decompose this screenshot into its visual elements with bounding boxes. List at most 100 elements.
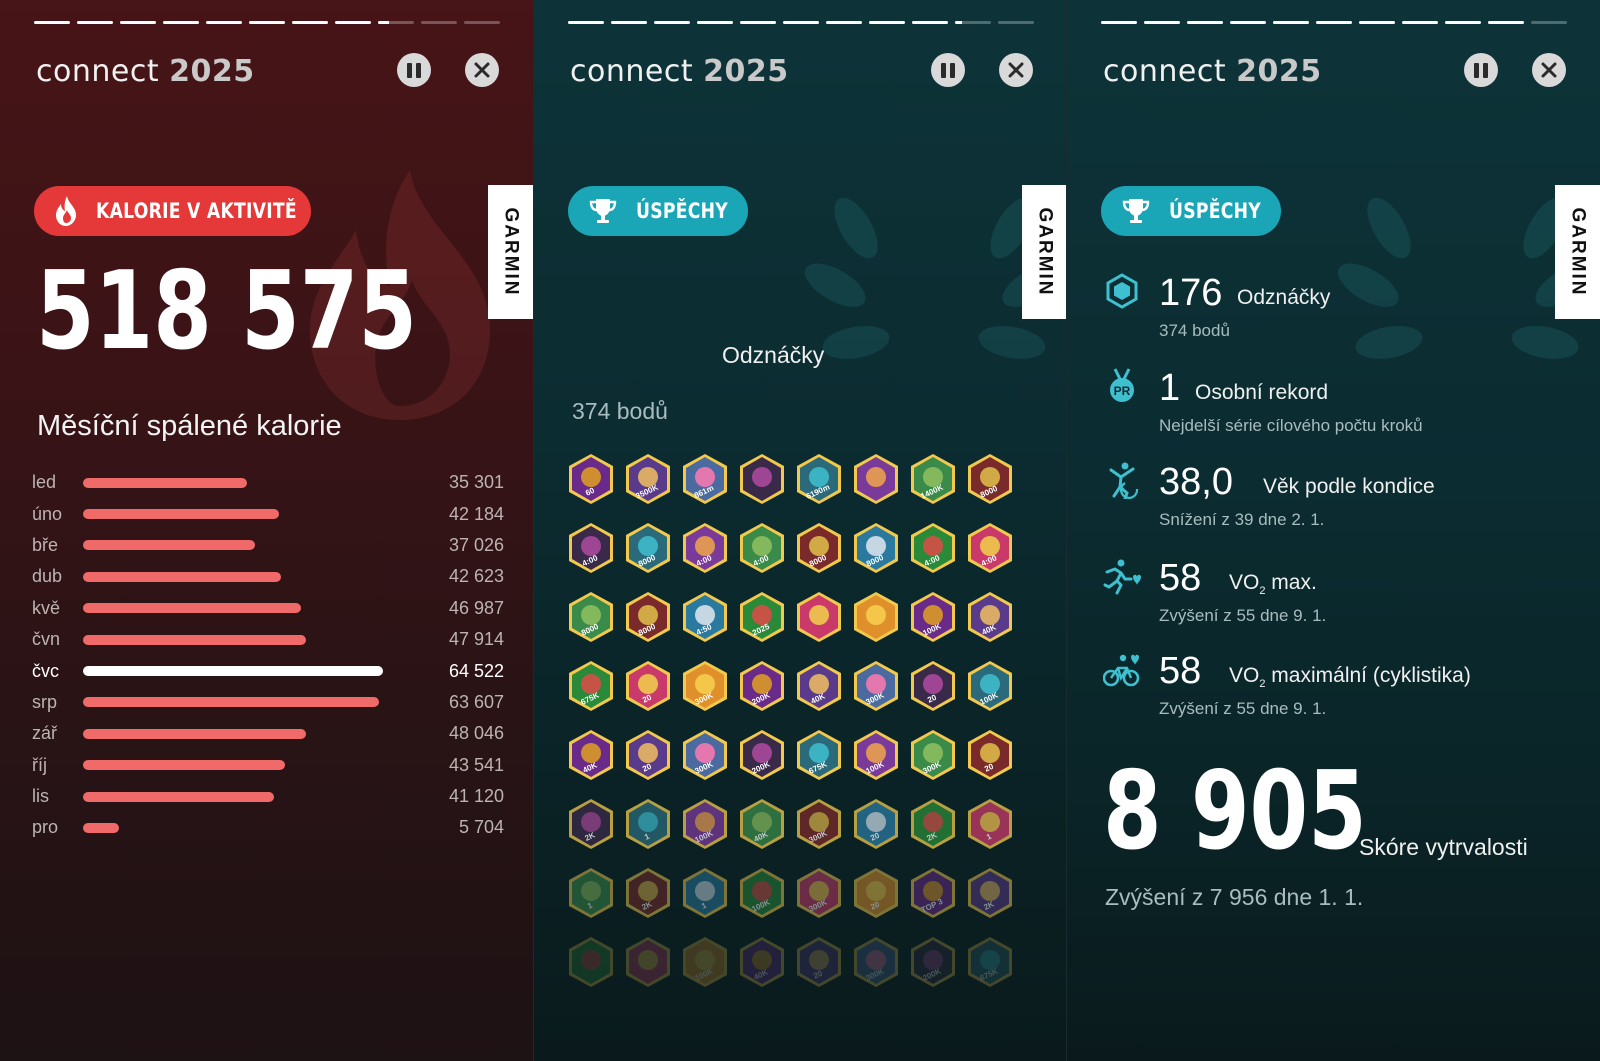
progress-segment[interactable] (1488, 21, 1524, 24)
badge-icon[interactable]: 200K (908, 935, 958, 989)
badge-icon[interactable]: 4:00 (737, 521, 787, 575)
progress-segment[interactable] (1445, 21, 1481, 24)
progress-segment[interactable] (206, 21, 242, 24)
badge-icon[interactable]: 200K (737, 728, 787, 782)
progress-segment[interactable] (120, 21, 156, 24)
progress-segment[interactable] (163, 21, 199, 24)
badge-icon[interactable]: 40K (737, 797, 787, 851)
badge-icon[interactable]: 40K (794, 659, 844, 713)
badge-icon[interactable]: 2K (965, 866, 1015, 920)
badge-icon[interactable]: 8000 (965, 452, 1015, 506)
badge-icon[interactable]: 300K (908, 728, 958, 782)
badge-icon[interactable]: 100K (680, 935, 730, 989)
close-button[interactable] (465, 53, 499, 87)
badge-icon[interactable]: 2K (623, 866, 673, 920)
badge-icon[interactable]: 40K (737, 935, 787, 989)
badge-icon[interactable]: TOP 3 (908, 866, 958, 920)
badge-icon[interactable]: 1 (965, 797, 1015, 851)
badge-icon[interactable]: 300K (851, 935, 901, 989)
badge-icon[interactable]: 2025 (737, 590, 787, 644)
progress-segment[interactable] (421, 21, 457, 24)
progress-segment[interactable] (378, 21, 414, 24)
progress-segment[interactable] (1273, 21, 1309, 24)
progress-segment[interactable] (1316, 21, 1352, 24)
badge-icon[interactable]: 100K (908, 590, 958, 644)
progress-segment[interactable] (826, 21, 862, 24)
badge-icon[interactable]: 100K (680, 797, 730, 851)
badge-icon[interactable]: 20 (965, 728, 1015, 782)
badge-icon[interactable]: 4:00 (908, 521, 958, 575)
badge-icon[interactable]: 675K (794, 728, 844, 782)
badge-icon[interactable]: 8000 (851, 521, 901, 575)
progress-segment[interactable] (249, 21, 285, 24)
badge-icon[interactable] (623, 935, 673, 989)
progress-segment[interactable] (1101, 21, 1137, 24)
pause-button[interactable] (931, 53, 965, 87)
badge-icon[interactable]: 300K (680, 659, 730, 713)
progress-segment[interactable] (335, 21, 371, 24)
badge-icon[interactable]: 8000 (794, 521, 844, 575)
badge-icon[interactable]: 200K (737, 659, 787, 713)
close-button[interactable] (999, 53, 1033, 87)
badge-icon[interactable]: 4:50 (680, 590, 730, 644)
badge-icon[interactable]: 20 (908, 659, 958, 713)
progress-segment[interactable] (1402, 21, 1438, 24)
badge-icon[interactable] (851, 590, 901, 644)
progress-segment[interactable] (464, 21, 500, 24)
badge-icon[interactable]: 675K (566, 659, 616, 713)
badge-icon[interactable]: 300K (680, 728, 730, 782)
badge-icon[interactable]: 20 (623, 659, 673, 713)
badge-icon[interactable]: 300K (851, 659, 901, 713)
badge-icon[interactable]: 40K (965, 590, 1015, 644)
badge-icon[interactable]: 6190m (794, 452, 844, 506)
progress-segment[interactable] (1187, 21, 1223, 24)
close-button[interactable] (1532, 53, 1566, 87)
badge-icon[interactable] (851, 452, 901, 506)
badge-icon[interactable]: 4:00 (965, 521, 1015, 575)
progress-segment[interactable] (34, 21, 70, 24)
progress-segment[interactable] (697, 21, 733, 24)
progress-segment[interactable] (568, 21, 604, 24)
progress-segment[interactable] (1359, 21, 1395, 24)
badge-icon[interactable]: 1 (566, 866, 616, 920)
badge-icon[interactable]: 8000 (623, 590, 673, 644)
badge-icon[interactable]: 100K (965, 659, 1015, 713)
badge-icon[interactable]: 8000 (623, 521, 673, 575)
progress-segment[interactable] (1531, 21, 1567, 24)
progress-segment[interactable] (654, 21, 690, 24)
badge-icon[interactable]: 40K (566, 728, 616, 782)
badge-icon[interactable] (794, 590, 844, 644)
badge-icon[interactable]: 1400K (908, 452, 958, 506)
badge-icon[interactable]: 20 (851, 797, 901, 851)
badge-icon[interactable]: 20 (794, 935, 844, 989)
progress-segment[interactable] (955, 21, 991, 24)
badge-icon[interactable]: 4:00 (566, 521, 616, 575)
progress-segment[interactable] (1144, 21, 1180, 24)
badge-icon[interactable]: 300K (794, 797, 844, 851)
badge-icon[interactable]: 1 (623, 797, 673, 851)
progress-segment[interactable] (77, 21, 113, 24)
progress-segment[interactable] (912, 21, 948, 24)
pause-button[interactable] (1464, 53, 1498, 87)
badge-icon[interactable]: 2K (908, 797, 958, 851)
pause-button[interactable] (397, 53, 431, 87)
badge-icon[interactable]: 2K (566, 797, 616, 851)
badge-icon[interactable]: 20 (851, 866, 901, 920)
badge-icon[interactable]: 20 (623, 728, 673, 782)
badge-icon[interactable]: 3500K (623, 452, 673, 506)
badge-icon[interactable]: 60 (566, 452, 616, 506)
progress-segment[interactable] (869, 21, 905, 24)
badge-icon[interactable]: 100K (851, 728, 901, 782)
progress-segment[interactable] (998, 21, 1034, 24)
badge-icon[interactable]: 100K (737, 866, 787, 920)
badge-icon[interactable]: 4:00 (680, 521, 730, 575)
badge-icon[interactable] (566, 935, 616, 989)
badge-icon[interactable] (737, 452, 787, 506)
progress-segment[interactable] (783, 21, 819, 24)
badge-icon[interactable]: 300K (794, 866, 844, 920)
badge-icon[interactable]: 861m (680, 452, 730, 506)
progress-segment[interactable] (611, 21, 647, 24)
progress-segment[interactable] (292, 21, 328, 24)
progress-segment[interactable] (1230, 21, 1266, 24)
badge-icon[interactable]: 675K (965, 935, 1015, 989)
